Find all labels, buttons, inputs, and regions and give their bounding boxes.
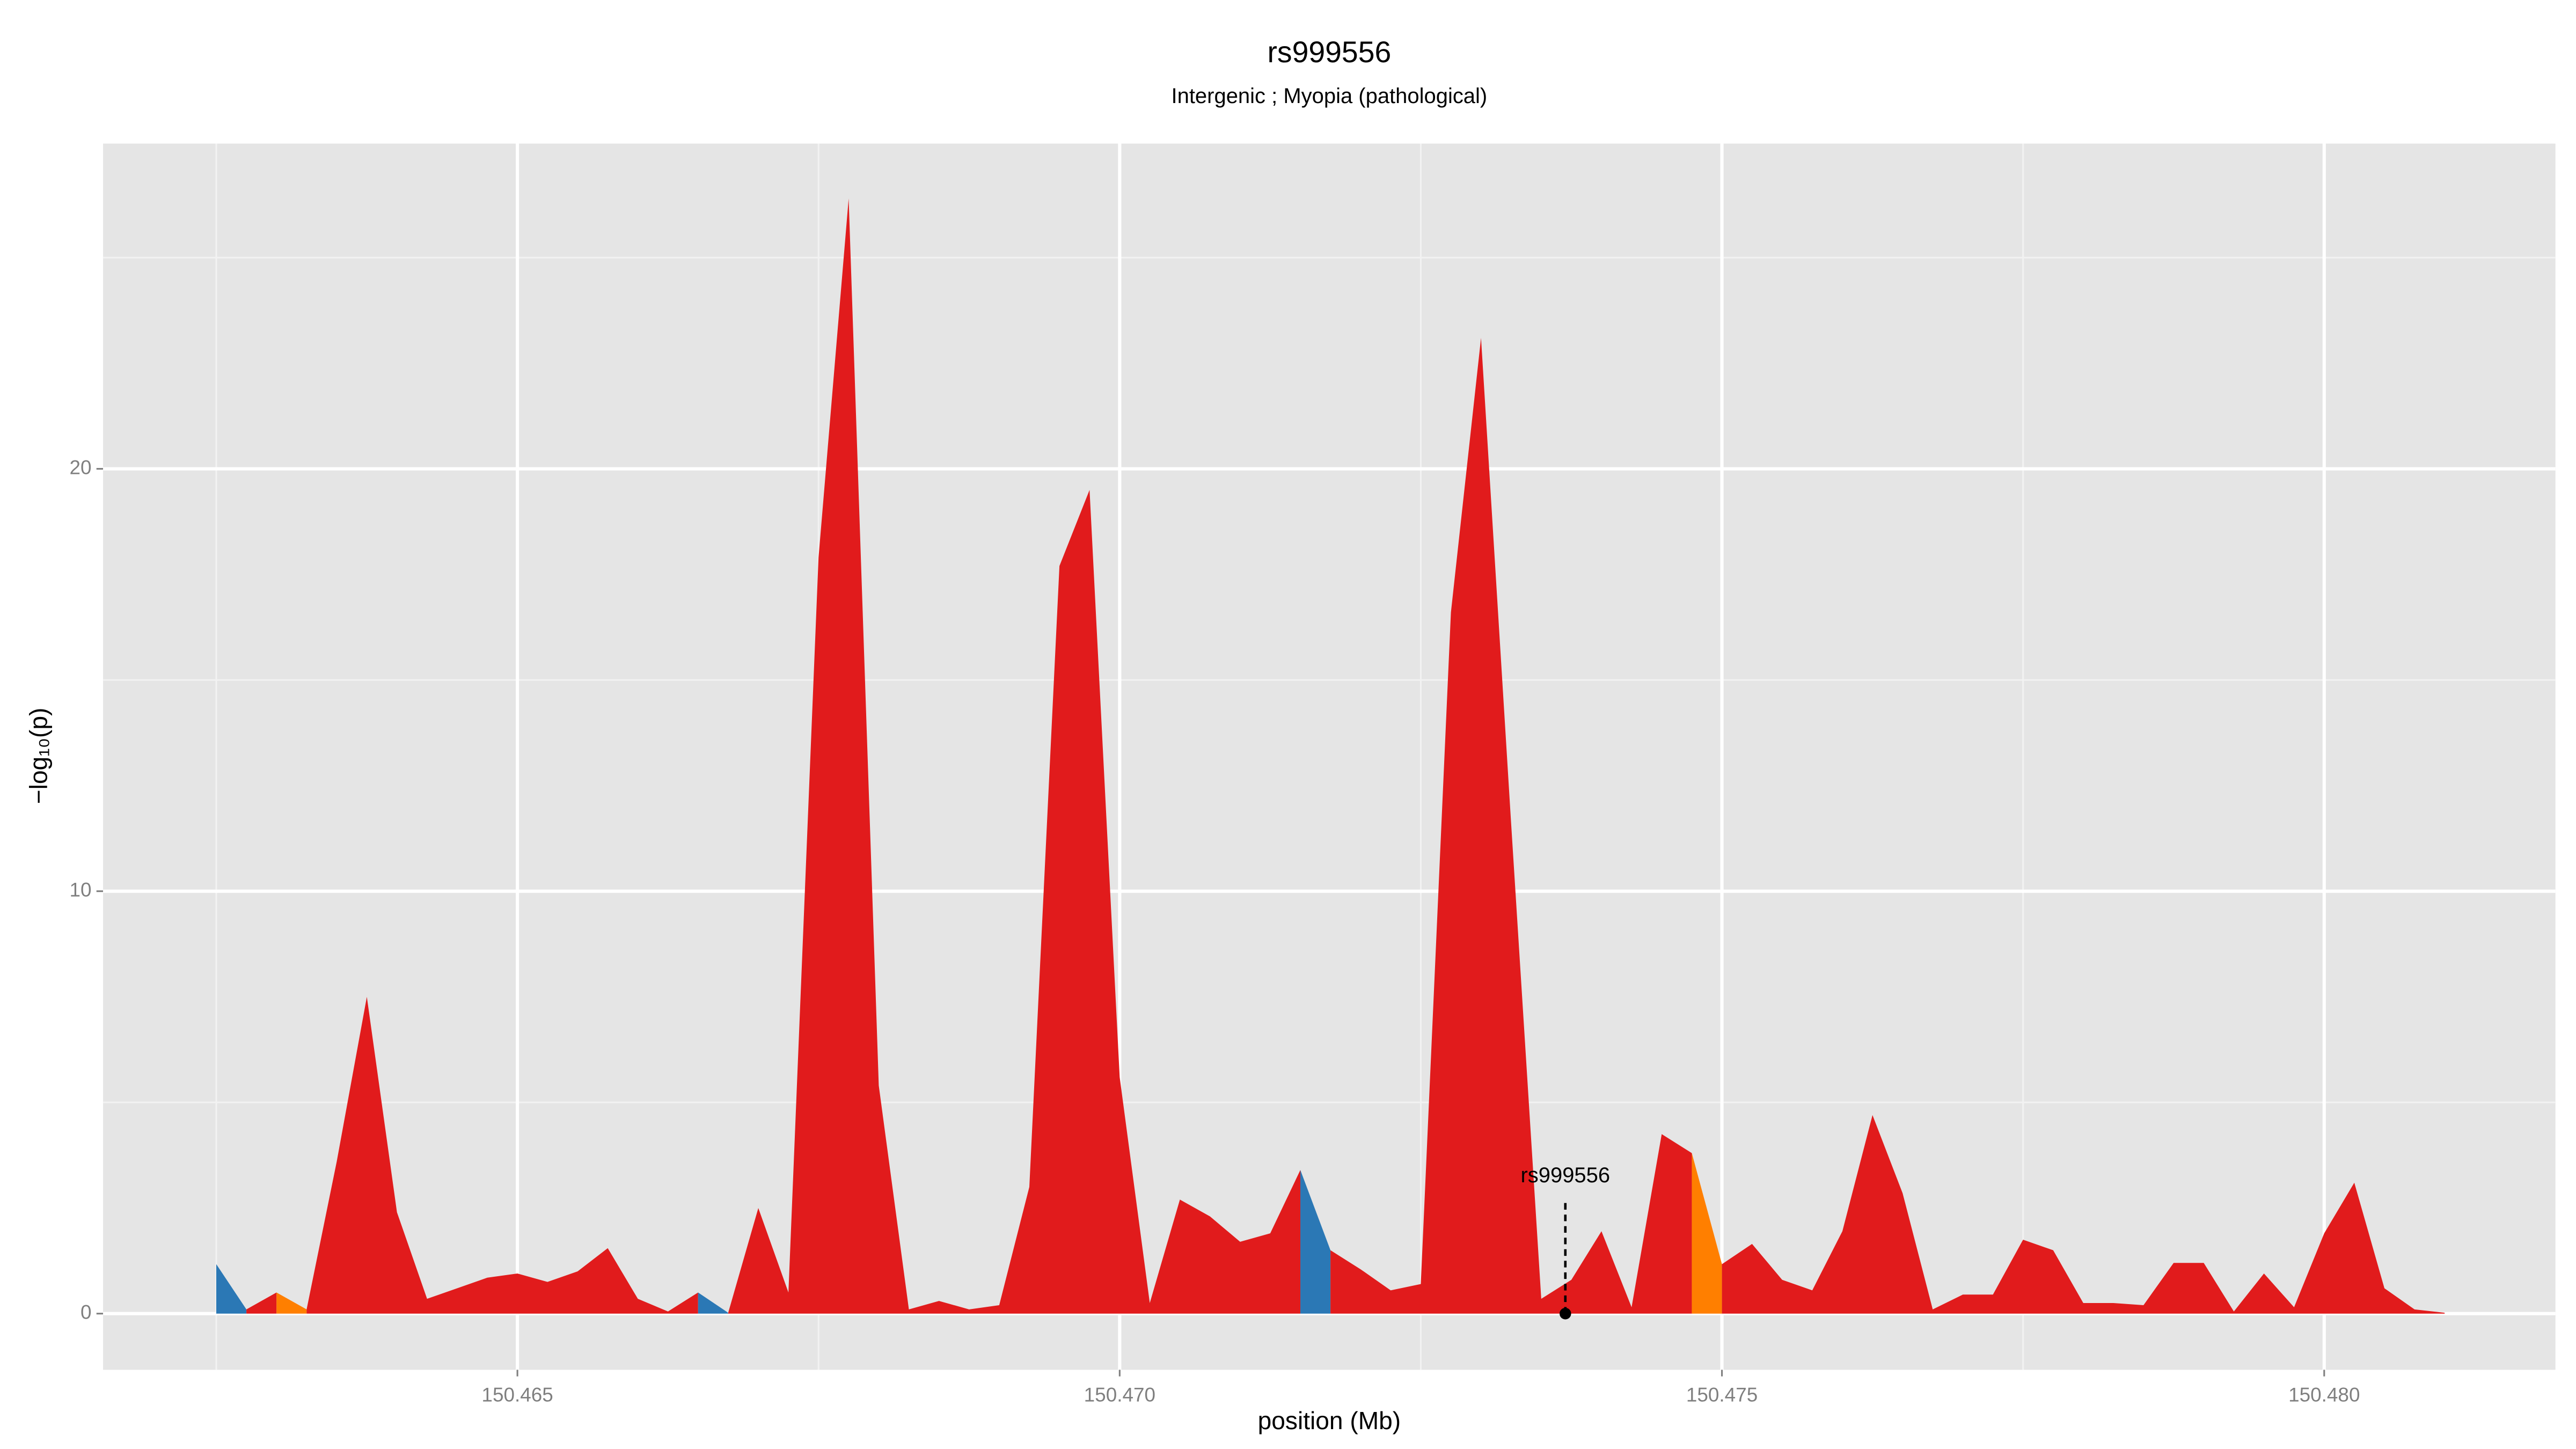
area-segment bbox=[1692, 1153, 1722, 1314]
area-segment bbox=[728, 198, 1301, 1314]
y-tick-label: 10 bbox=[69, 879, 91, 901]
area-segment bbox=[1722, 1115, 2445, 1314]
area-segment bbox=[1330, 338, 1692, 1314]
areas bbox=[216, 198, 2445, 1314]
annotation-group: rs999556 bbox=[1520, 1163, 1610, 1320]
x-tick-label: 150.470 bbox=[1084, 1384, 1155, 1406]
x-tick-label: 150.465 bbox=[481, 1384, 553, 1406]
area-segment bbox=[246, 1292, 277, 1314]
area-segment bbox=[276, 1292, 307, 1314]
y-tick-label: 20 bbox=[69, 456, 91, 478]
area-segment bbox=[216, 1264, 247, 1314]
annotation-label: rs999556 bbox=[1520, 1163, 1610, 1187]
x-axis-label: position (Mb) bbox=[1258, 1407, 1401, 1435]
chart-title: rs999556 bbox=[1267, 35, 1391, 69]
plot-background bbox=[103, 143, 2556, 1370]
y-axis-label: −log₁₀(p) bbox=[24, 708, 52, 804]
x-tick-label: 150.475 bbox=[1686, 1384, 1758, 1406]
area-segment bbox=[1300, 1170, 1331, 1314]
area-segment bbox=[698, 1292, 728, 1314]
chart-subtitle: Intergenic ; Myopia (pathological) bbox=[1172, 84, 1488, 108]
area-segment bbox=[306, 997, 698, 1314]
x-tick-label: 150.480 bbox=[2288, 1384, 2360, 1406]
annotation-point bbox=[1560, 1307, 1571, 1320]
y-tick-label: 0 bbox=[80, 1301, 92, 1323]
